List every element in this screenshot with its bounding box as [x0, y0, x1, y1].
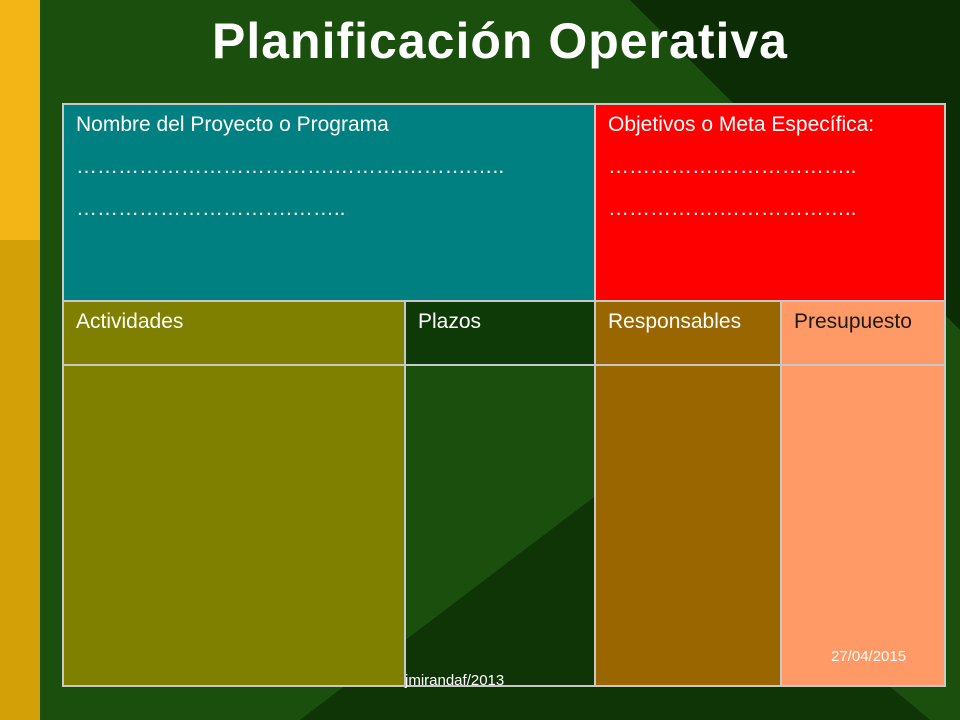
objectives-dots-2: …………….……………….. [608, 197, 857, 220]
project-name-dots-2: ………………………….…….. [76, 197, 346, 220]
left-stripe-top [0, 0, 40, 240]
left-stripe-bottom [0, 240, 40, 720]
slide-title: Planificación Operativa [212, 13, 788, 69]
objectives-dots-1: …………….……………….. [608, 155, 857, 178]
objectives-label: Objetivos o Meta Específica: [608, 113, 875, 136]
planning-table: Nombre del Proyecto o Programa ………………………… [62, 103, 946, 687]
footer-author: jmirandaf/2013 [405, 672, 505, 689]
activities-body-cell[interactable] [62, 364, 406, 687]
budget-body-cell[interactable] [780, 364, 946, 687]
deadlines-body-cell[interactable] [404, 364, 596, 687]
header-responsibles[interactable]: Responsables [594, 300, 782, 366]
project-name-dots-1: ……………………………….……….……….….. [76, 155, 505, 178]
project-name-cell[interactable]: Nombre del Proyecto o Programa ………………………… [62, 103, 596, 302]
objectives-cell[interactable]: Objetivos o Meta Específica: …………….……………… [594, 103, 946, 302]
header-activities[interactable]: Actividades [62, 300, 406, 366]
header-deadlines[interactable]: Plazos [404, 300, 596, 366]
responsibles-body-cell[interactable] [594, 364, 782, 687]
project-name-label: Nombre del Proyecto o Programa [76, 113, 389, 136]
header-budget[interactable]: Presupuesto [780, 300, 946, 366]
footer-date: 27/04/2015 [831, 648, 907, 665]
